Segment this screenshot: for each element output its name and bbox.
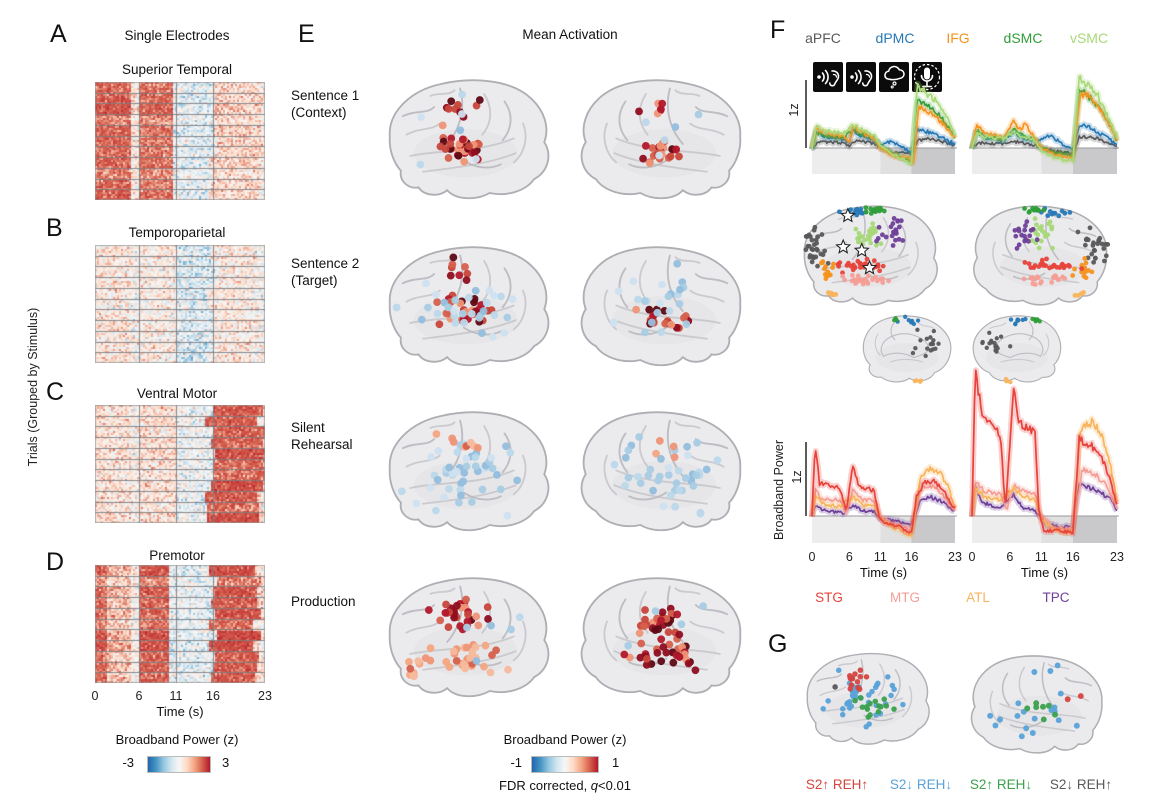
heatmap-title-premotor: Premotor <box>149 548 205 563</box>
fdr-note: FDR corrected, q<0.01 <box>465 778 665 793</box>
brain-e-sentence1-right <box>580 79 742 200</box>
f-time-tick-11: 11 <box>1034 550 1048 564</box>
brain-g-left <box>806 652 930 745</box>
colorbar-e-title: Broadband Power (z) <box>503 732 627 747</box>
f-time-tick-11: 11 <box>873 550 887 564</box>
panel-d-letter: D <box>46 548 65 576</box>
series-line-STG <box>971 369 1118 535</box>
f-time-tick-0: 0 <box>808 550 816 564</box>
fdr-note-prefix: FDR corrected, <box>499 778 591 793</box>
f-time-tick-16: 16 <box>1065 550 1080 564</box>
panel-e-title: Mean Activation <box>522 27 618 42</box>
region-stg: STG <box>815 590 843 605</box>
time-tick-11: 11 <box>169 689 183 703</box>
panel-f-letter: F <box>770 16 786 44</box>
brain-e-sentence2-right <box>580 246 742 367</box>
column-title-single-electrodes: Single Electrodes <box>124 28 230 43</box>
fdr-note-rest: <0.01 <box>598 778 631 793</box>
microphone-icon <box>912 62 942 92</box>
region-mtg: MTG <box>890 590 920 605</box>
heatmap-temporoparietal <box>95 245 265 363</box>
panel-e-letter: E <box>298 20 315 48</box>
listen-sentence2-audio-ear-icon <box>846 62 876 92</box>
region-atl: ATL <box>966 590 990 605</box>
series-line-dPMC <box>811 127 956 154</box>
legend-dsmc: dSMC <box>1003 30 1043 46</box>
g-legend-s2up-rehdown: S2↑ REH↓ <box>969 777 1033 792</box>
g-legend-s2down-rehdown: S2↓ REH↓ <box>889 777 953 792</box>
listen-sentence1-audio-ear-icon <box>813 62 843 92</box>
brain-e-rehearsal-left <box>388 411 550 532</box>
row-label-sentence1: Sentence 1 (Context) <box>291 88 360 120</box>
time-tick-6: 6 <box>135 689 143 703</box>
region-tpc: TPC <box>1042 590 1070 605</box>
series-line-vSMC <box>811 82 956 165</box>
panel-a-letter: A <box>50 20 67 48</box>
f-time-axis-label: Time (s) <box>859 565 908 580</box>
heatmap-title-ventral-motor: Ventral Motor <box>136 386 218 401</box>
panel-b-letter: B <box>46 214 63 242</box>
thought-bubble-icon <box>879 62 909 92</box>
row-label-production: Production <box>291 594 356 609</box>
colorbar-ad-min: -3 <box>122 755 134 770</box>
brain-e-sentence1-left <box>388 79 550 200</box>
brain-e-production-left <box>388 577 550 698</box>
colorbar-e-gradient <box>531 756 599 773</box>
heatmap-superior-temporal <box>95 82 265 200</box>
heatmap-title-temporoparietal: Temporoparietal <box>128 225 226 240</box>
legend-vsmc: vSMC <box>1069 30 1109 46</box>
legend-apfc: aPFC <box>805 30 841 46</box>
heatmap-ventral-motor <box>95 405 265 523</box>
panel-c-letter: C <box>46 378 65 406</box>
row-label-sentence2: Sentence 2 (Target) <box>291 256 360 288</box>
series-line-MTG <box>971 467 1118 532</box>
colorbar-ad-title: Broadband Power (z) <box>115 732 239 747</box>
colorbar-ad-max: 3 <box>222 755 230 770</box>
g-legend-s2down-rehup: S2↓ REH↑ <box>1049 777 1113 792</box>
series-line-ATL <box>971 417 1118 535</box>
time-tick-0: 0 <box>91 689 99 703</box>
colorbar-e-min: -1 <box>510 755 522 770</box>
series-line-vSMC <box>971 75 1118 163</box>
brain-f-lateral-right <box>973 205 1111 306</box>
row-label-rehearsal: Silent Rehearsal <box>291 420 353 452</box>
g-legend-s2up-rehup: S2↑ REH↑ <box>805 777 869 792</box>
heatmap-title-superior-temporal: Superior Temporal <box>121 62 233 77</box>
series-line-MTG <box>811 484 956 532</box>
panel-g-letter: G <box>768 630 788 658</box>
f-time-tick-6: 6 <box>845 550 853 564</box>
series-line-STG <box>811 450 956 534</box>
heatmap-premotor <box>95 565 265 683</box>
fdr-note-q: q <box>590 778 599 793</box>
brain-e-production-right <box>580 577 742 698</box>
time-tick-16: 16 <box>206 689 220 703</box>
brain-f-lateral-left <box>803 205 938 306</box>
colorbar-e-max: 1 <box>612 755 620 770</box>
series-line-IFG <box>811 105 956 165</box>
time-axis-label: Time (s) <box>156 704 204 719</box>
f-time-tick-16: 16 <box>904 550 919 564</box>
brain-g-right <box>970 655 1103 754</box>
legend-dpmc: dPMC <box>875 30 915 46</box>
f-time-tick-23: 23 <box>948 550 962 564</box>
series-line-IFG <box>971 91 1118 161</box>
f-time-tick-0: 0 <box>968 550 976 564</box>
f-time-tick-23: 23 <box>1110 550 1124 564</box>
f-time-axis-label: Time (s) <box>1020 565 1069 580</box>
brain-e-sentence2-left <box>388 246 550 367</box>
f-time-tick-6: 6 <box>1006 550 1014 564</box>
time-tick-23: 23 <box>258 689 272 703</box>
legend-ifg: IFG <box>946 30 970 46</box>
brain-f-medial-left <box>862 314 952 384</box>
colorbar-ad-gradient <box>147 756 211 773</box>
brain-e-rehearsal-right <box>580 411 742 532</box>
brain-f-medial-right <box>972 315 1062 385</box>
